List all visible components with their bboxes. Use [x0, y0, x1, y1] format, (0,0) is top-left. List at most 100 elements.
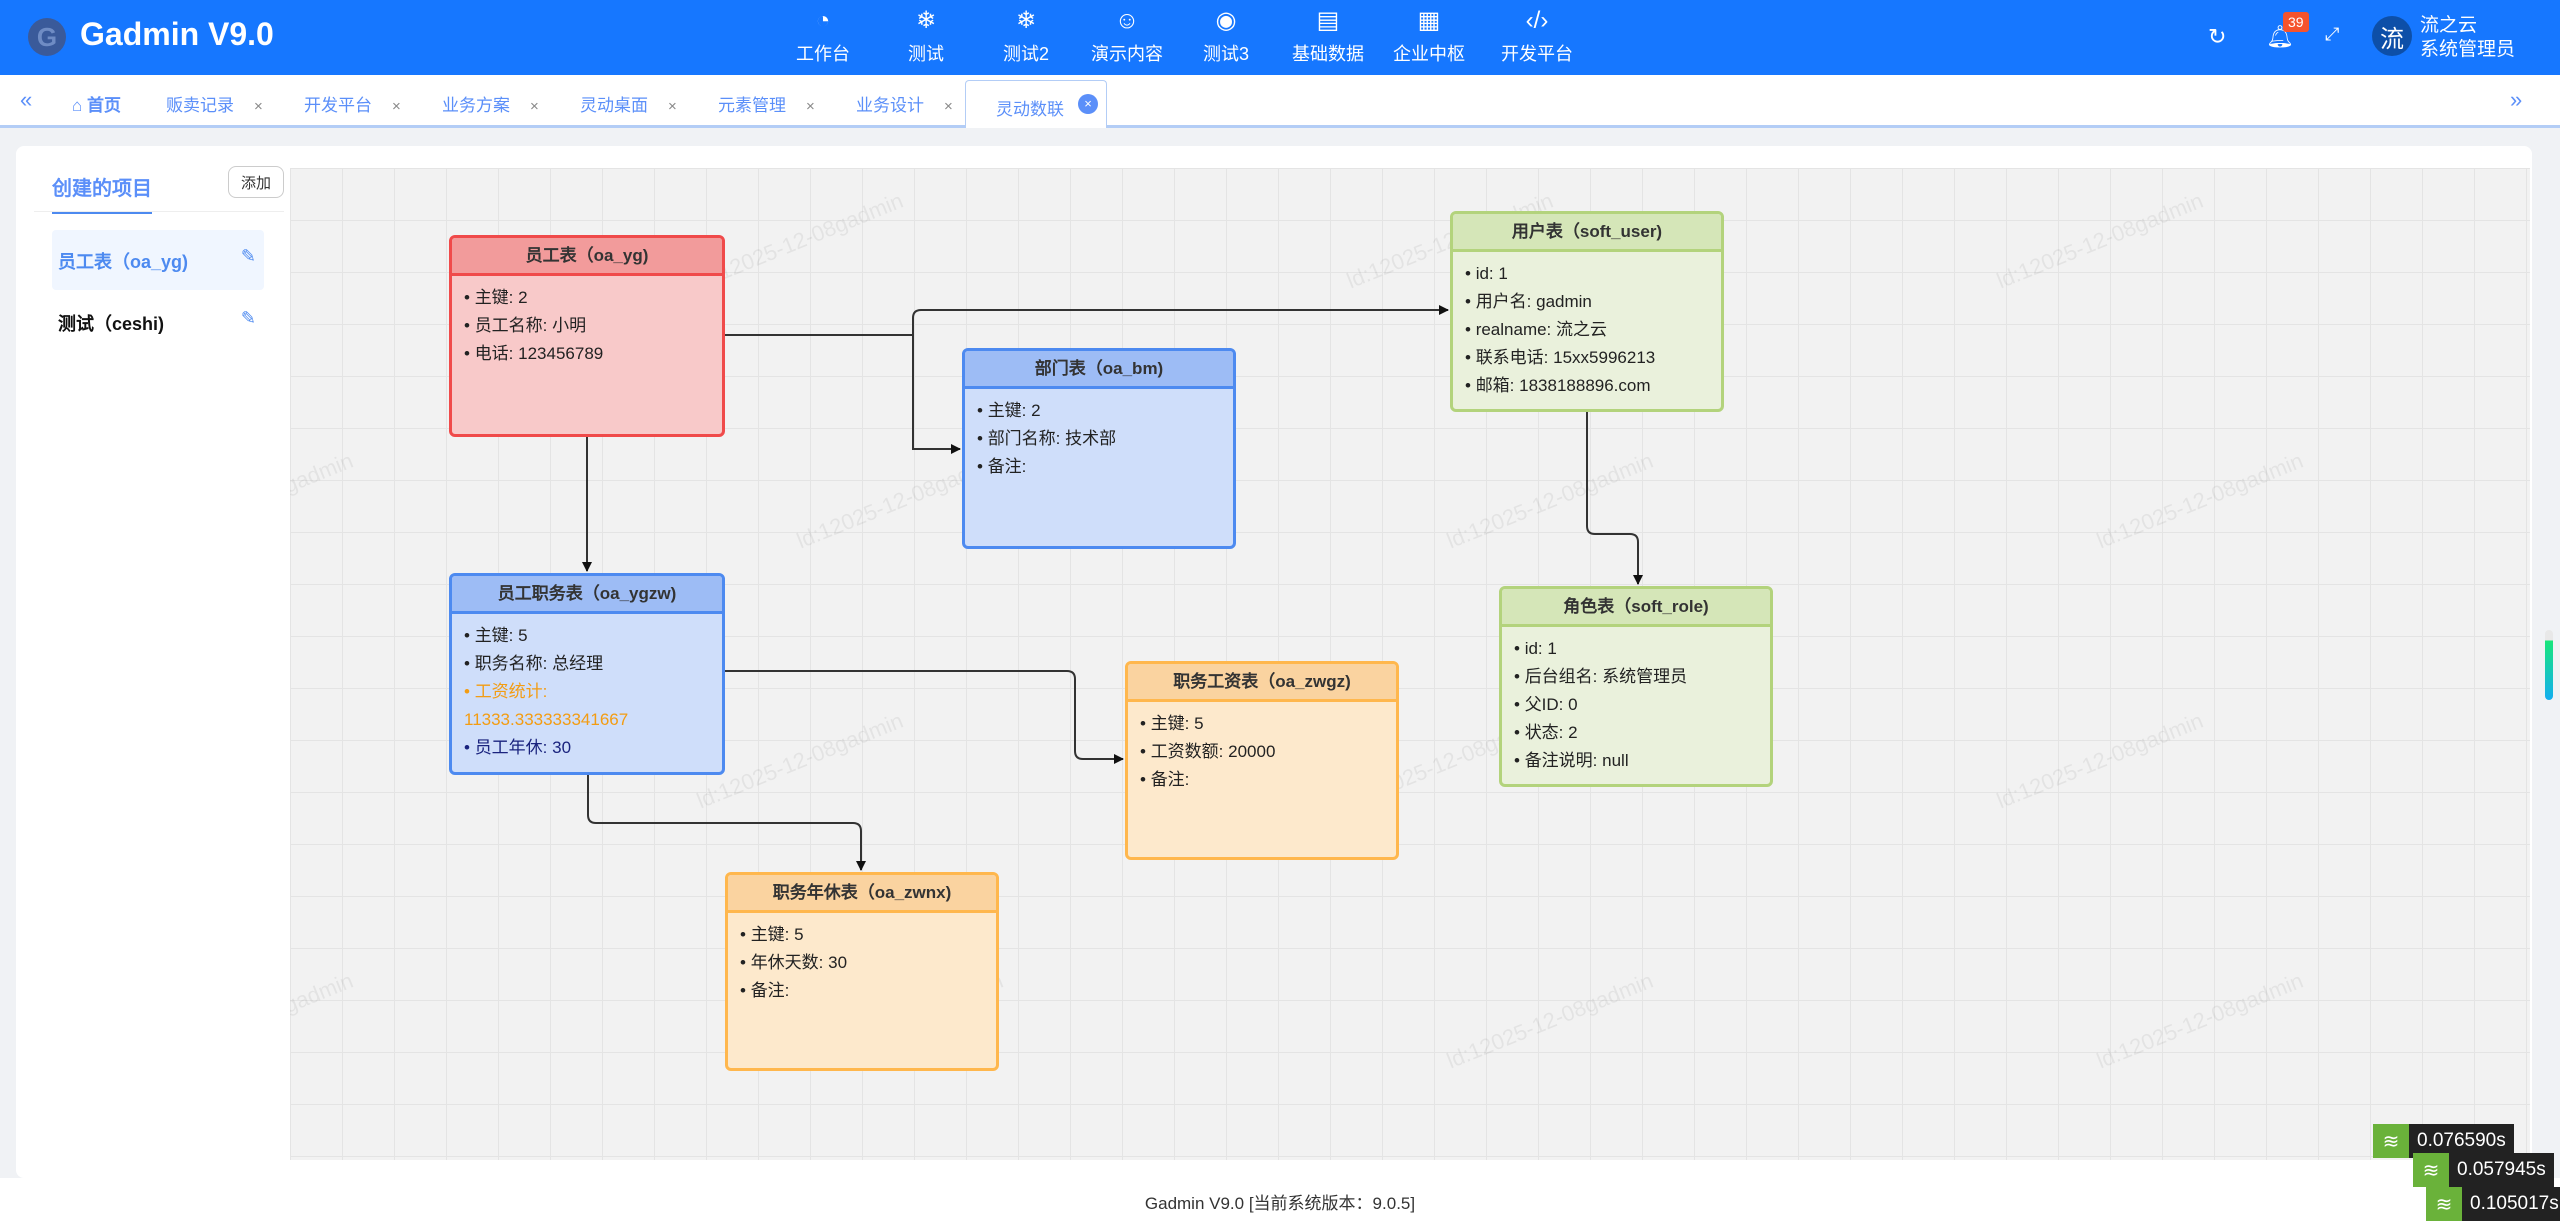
table-field: • id: 1 — [1514, 635, 1758, 663]
sidebar-item[interactable]: 测试（ceshi) ✎ — [52, 292, 264, 352]
bullet: • — [464, 626, 475, 645]
table-field: • 工资统计: 11333.333333341667 — [464, 678, 710, 734]
nav-label: 开发平台 — [1501, 44, 1573, 64]
table-fields: • 主键: 2 • 部门名称: 技术部 • 备注: — [965, 389, 1233, 489]
tabs-scroll-left-icon[interactable]: « — [20, 87, 33, 112]
tab-item[interactable]: 业务设计 × — [856, 91, 953, 116]
table-fields: • 主键: 5 • 工资数额: 20000 • 备注: — [1128, 702, 1396, 802]
nav-item-6[interactable]: ▦ 企业中枢 — [1379, 6, 1479, 66]
flame-icon: ≋ — [2373, 1124, 2409, 1158]
add-project-button[interactable]: 添加 — [228, 166, 284, 198]
fullscreen-icon[interactable]: ⤢ — [2325, 24, 2340, 44]
footer: Gadmin V9.0 [当前系统版本：9.0.5] — [0, 1178, 2560, 1229]
watermark: ld:12025-12-08gadmin — [2093, 967, 2307, 1074]
table-fields: • id: 1 • 后台组名: 系统管理员 • 父ID: 0 • 状态: 2 • 备注说… — [1502, 627, 1770, 783]
field-text: 父ID: 0 — [1524, 695, 1578, 714]
table-box-oa_yg[interactable]: 员工表（oa_yg) • 主键: 2 • 员工名称: 小明 • 电话: 1234567… — [449, 235, 725, 437]
bullet: • — [1140, 714, 1151, 733]
table-field: • 年休天数: 30 — [740, 949, 984, 977]
bullet: • — [1514, 751, 1525, 770]
nav-label: 基础数据 — [1292, 44, 1364, 64]
table-field: • 电话: 123456789 — [464, 340, 710, 368]
table-field: • 主键: 2 — [977, 397, 1221, 425]
app-title: Gadmin V9.0 — [80, 16, 274, 52]
field-text: 联系电话: 15xx5996213 — [1475, 348, 1656, 367]
tab-item[interactable]: 业务方案 × — [442, 91, 539, 116]
home-icon: ⌂ — [72, 96, 83, 115]
table-fields: • 主键: 2 • 员工名称: 小明 • 电话: 123456789 — [452, 276, 722, 376]
field-text: 员工名称: 小明 — [474, 316, 587, 335]
perf-badge: ≋ 0.076590s — [2373, 1124, 2514, 1158]
bullet: • — [1140, 770, 1151, 789]
scrollbar[interactable] — [2545, 630, 2553, 700]
table-field: • 状态: 2 — [1514, 719, 1758, 747]
table-fields: • 主键: 5 • 职务名称: 总经理 • 工资统计: 11333.33333334… — [452, 614, 722, 770]
code-icon: ‹/› — [1525, 7, 1549, 34]
nav-item-2[interactable]: ❄ 测试2 — [976, 6, 1076, 66]
close-tab-icon[interactable]: × — [530, 98, 539, 115]
table-box-soft_user[interactable]: 用户表（soft_user) • id: 1 • 用户名: gadmin • real… — [1450, 211, 1724, 412]
tab-home[interactable]: ⌂ 首页 — [72, 91, 121, 116]
close-tab-icon[interactable]: × — [254, 98, 263, 115]
table-field: • id: 1 — [1465, 260, 1709, 288]
perf-time: 0.057945s — [2449, 1153, 2554, 1187]
tab-label: 灵动数联 — [996, 100, 1064, 119]
close-tab-icon[interactable]: × — [668, 98, 677, 115]
bullet: • — [740, 953, 751, 972]
tab-item[interactable]: 灵动桌面 × — [580, 91, 677, 116]
close-tab-icon[interactable]: × — [392, 98, 401, 115]
field-text: 员工年休: 30 — [474, 738, 572, 757]
nav-item-5[interactable]: ▤ 基础数据 — [1278, 6, 1378, 66]
tab-active[interactable]: 灵动数联 × — [965, 80, 1107, 128]
field-text: id: 1 — [1524, 639, 1557, 658]
tab-item[interactable]: 开发平台 × — [304, 91, 401, 116]
tab-item[interactable]: 元素管理 × — [718, 91, 815, 116]
table-title: 职务年休表（oa_zwnx) — [728, 875, 996, 913]
field-text: 备注: — [1150, 770, 1190, 789]
nav-item-3[interactable]: ☺ 演示内容 — [1077, 6, 1177, 66]
refresh-icon[interactable]: ↻ — [2208, 24, 2227, 49]
tab-label: 元素管理 — [718, 96, 786, 115]
field-text: 备注说明: null — [1524, 751, 1629, 770]
user-name: 流之云 — [2420, 15, 2478, 36]
close-tab-icon[interactable]: × — [1078, 94, 1098, 114]
close-tab-icon[interactable]: × — [806, 98, 815, 115]
table-field: • 员工名称: 小明 — [464, 312, 710, 340]
table-box-oa_ygzw[interactable]: 员工职务表（oa_ygzw) • 主键: 5 • 职务名称: 总经理 • 工资统计: … — [449, 573, 725, 775]
field-text: 用户名: gadmin — [1475, 292, 1592, 311]
tab-label: 贩卖记录 — [166, 96, 234, 115]
close-tab-icon[interactable]: × — [944, 98, 953, 115]
tab-label: 灵动桌面 — [580, 96, 648, 115]
tab-item[interactable]: 贩卖记录 × — [166, 91, 263, 116]
bullet: • — [1465, 376, 1476, 395]
table-box-oa_zwnx[interactable]: 职务年休表（oa_zwnx) • 主键: 5 • 年休天数: 30 • 备注: — [725, 872, 999, 1071]
edit-icon[interactable]: ✎ — [240, 246, 256, 266]
nav-item-1[interactable]: ❄ 测试 — [876, 6, 976, 66]
user-menu[interactable]: 流之云 系统管理员 — [2420, 14, 2515, 62]
table-box-oa_bm[interactable]: 部门表（oa_bm) • 主键: 2 • 部门名称: 技术部 • 备注: — [962, 348, 1236, 549]
tabs-scroll-right-icon[interactable]: » — [2510, 87, 2523, 112]
field-text: 主键: 5 — [1150, 714, 1204, 733]
avatar[interactable]: 流 — [2372, 16, 2412, 56]
bullet: • — [464, 682, 475, 701]
perf-badge: ≋ 0.105017s — [2426, 1187, 2560, 1221]
nav-item-7[interactable]: ‹/› 开发平台 — [1487, 6, 1587, 66]
sidebar-item[interactable]: 员工表（oa_yg) ✎ — [52, 230, 264, 290]
nav-item-0[interactable]: ◔ 工作台 — [773, 6, 873, 66]
bullet: • — [1514, 695, 1525, 714]
table-fields: • 主键: 5 • 年休天数: 30 • 备注: — [728, 913, 996, 1013]
field-text: 备注: — [750, 981, 790, 1000]
nav-label: 测试2 — [1002, 44, 1049, 64]
edit-icon[interactable]: ✎ — [240, 308, 256, 328]
smile-icon: ☺ — [1114, 7, 1140, 34]
divider — [34, 211, 284, 212]
tab-label: 业务方案 — [442, 96, 510, 115]
nav-item-4[interactable]: ◉ 测试3 — [1176, 6, 1276, 66]
table-box-soft_role[interactable]: 角色表（soft_role) • id: 1 • 后台组名: 系统管理员 • 父ID:… — [1499, 586, 1773, 787]
bullet: • — [1465, 264, 1476, 283]
apps-icon: ▦ — [1417, 7, 1441, 34]
bullet: • — [464, 654, 475, 673]
table-box-oa_zwgz[interactable]: 职务工资表（oa_zwgz) • 主键: 5 • 工资数额: 20000 • 备注: — [1125, 661, 1399, 860]
field-text: 年休天数: 30 — [750, 953, 848, 972]
bullet: • — [1465, 348, 1476, 367]
